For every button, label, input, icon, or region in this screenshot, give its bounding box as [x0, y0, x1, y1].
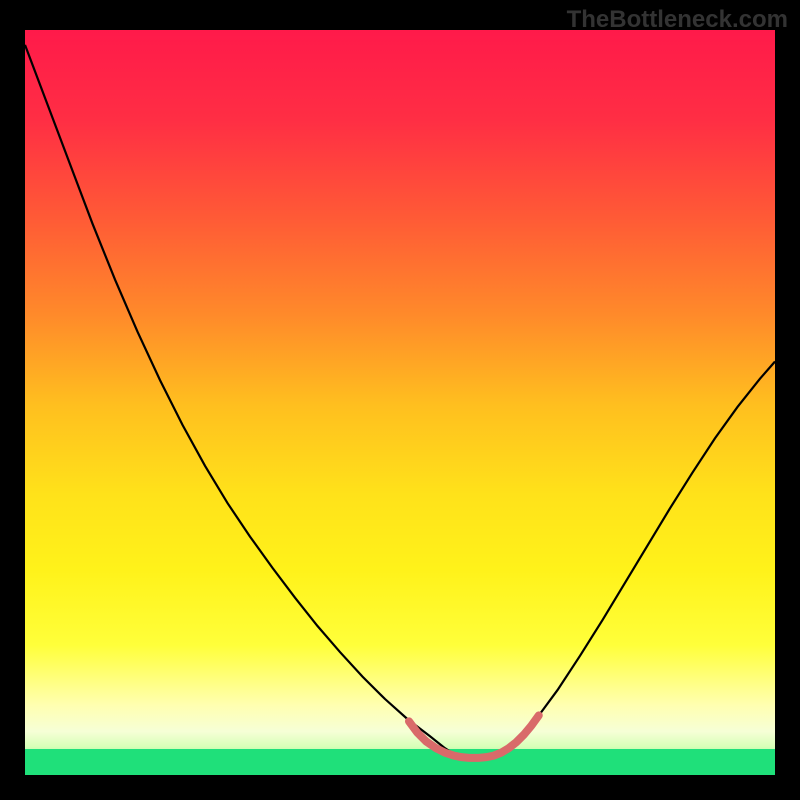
plot-area — [25, 30, 775, 775]
chart-curves — [25, 30, 775, 775]
watermark-text: TheBottleneck.com — [567, 6, 788, 34]
accent-curve — [409, 715, 539, 757]
main-curve — [25, 45, 775, 759]
